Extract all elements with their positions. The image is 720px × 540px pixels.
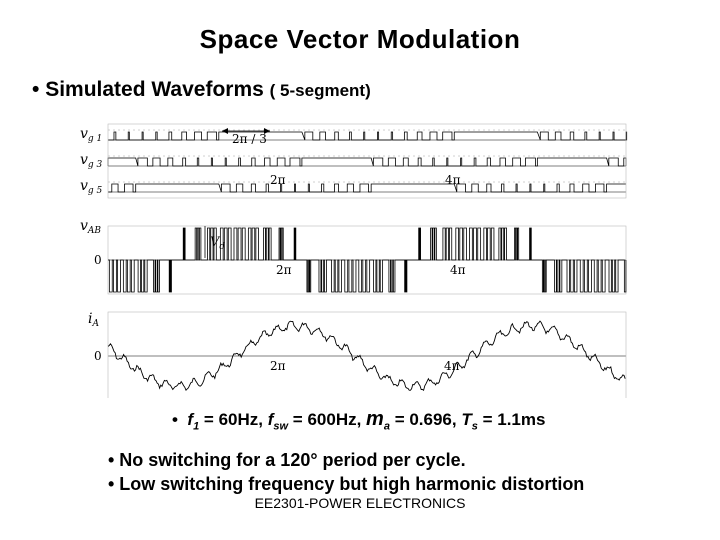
vd-label: Vd [210,235,225,252]
ia-label: iA [88,311,99,329]
subtitle-paren: ( 5-segment) [269,81,371,100]
gate-4pi-label: 4π [445,173,461,187]
footer-text: EE2301-POWER ELECTRONICS [254,495,466,511]
gate-waveform-3 [107,157,627,167]
slide-subtitle: • Simulated Waveforms ( 5-segment) [32,78,371,102]
ia-4pi-label: 4π [444,359,460,373]
vab-zero-label: 0 [94,253,102,267]
subtitle-main: Simulated Waveforms [45,78,264,101]
note-no-switching: • No switching for a 120° period per cyc… [108,450,466,470]
vg3-label: vg 3 [80,152,103,170]
gate-waveform-1 [108,131,628,141]
vg1-label: vg 1 [80,126,102,144]
ia-zero-label: 0 [94,349,102,363]
slide-title: Space Vector Modulation [199,24,521,54]
gate-signals-panel [107,123,628,199]
figure-labels: vg 1 vg 3 vg 5 2π / 3 2π 4π vAB 0 Vd 2π … [80,126,466,373]
gate-waveform-5 [108,183,626,193]
vab-panel [107,225,627,295]
parameters-line: • f1 = 60Hz, fsw = 600Hz, ma = 0.696, Ts… [172,408,546,433]
vab-waveform [108,227,627,293]
gate-2pi-label: 2π [270,173,286,187]
waveform-figure: vg 1 vg 3 vg 5 2π / 3 2π 4π vAB 0 Vd 2π … [80,123,628,398]
vab-4pi-label: 4π [450,263,466,277]
ia-2pi-label: 2π [270,359,286,373]
vg5-label: vg 5 [80,178,103,196]
note-harmonic-distortion: • Low switching frequency but high harmo… [108,474,585,494]
ia-waveform [107,320,626,392]
vab-label: vAB [80,218,101,236]
subtitle-bullet: • [32,78,40,101]
vab-2pi-label: 2π [276,263,292,277]
ia-panel [107,311,627,398]
two-pi-third-label: 2π / 3 [232,132,267,146]
